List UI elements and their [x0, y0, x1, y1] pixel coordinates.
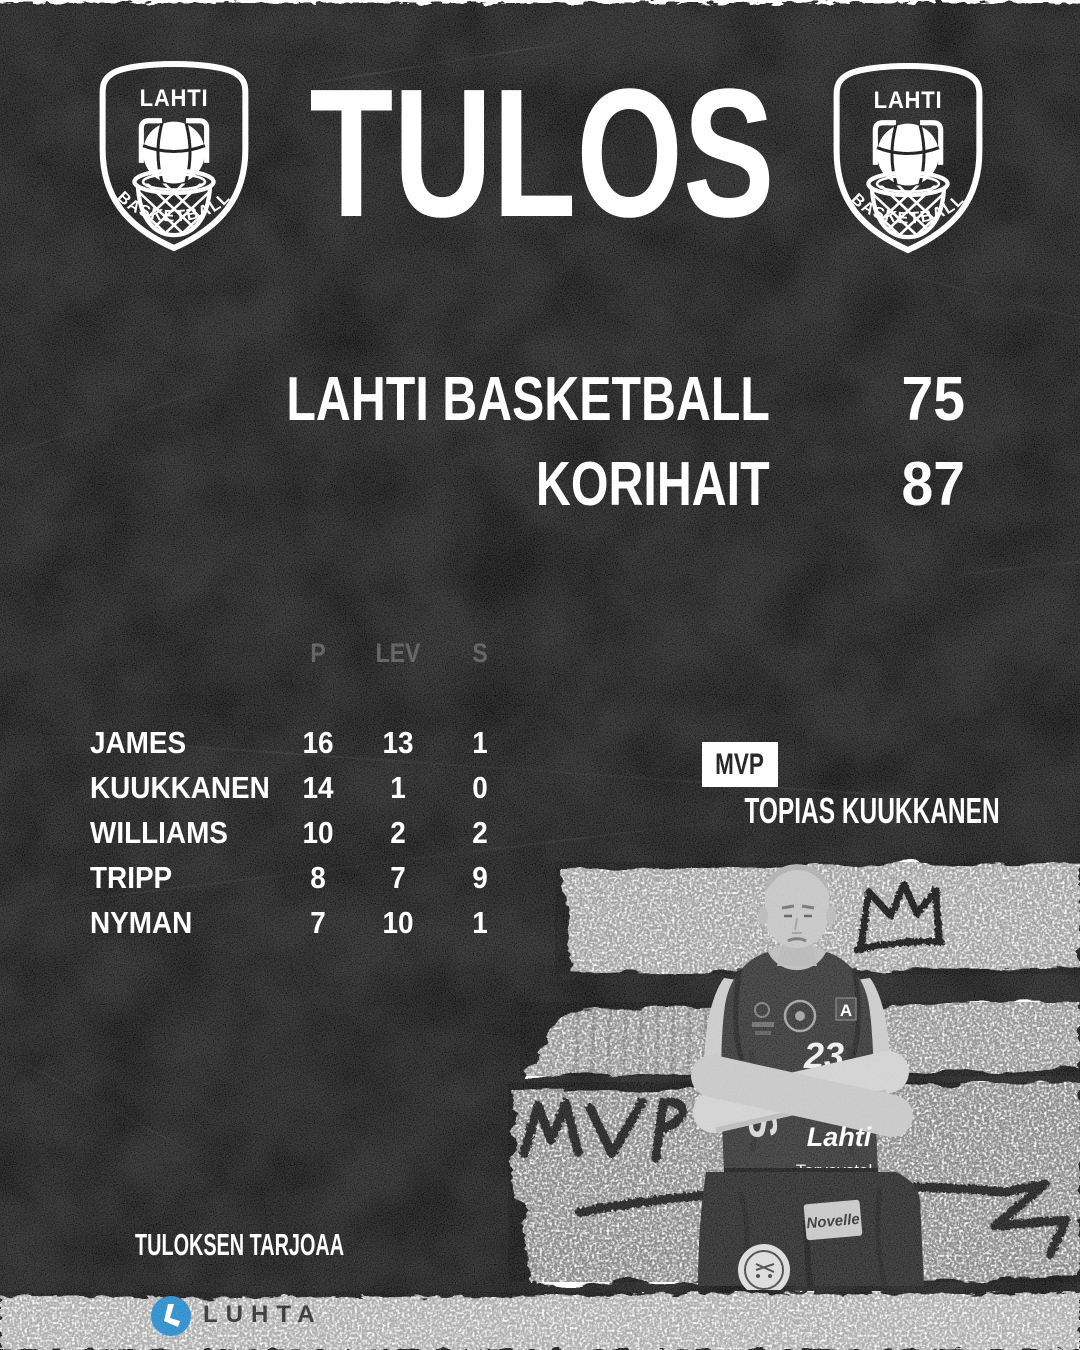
stat-lev: 2	[390, 815, 406, 850]
player-name: KUUKKANEN	[90, 770, 270, 805]
score-team-away: KORIHAIT	[536, 450, 770, 519]
stats-header-assists: S	[472, 638, 488, 668]
club-logo-left	[88, 56, 260, 256]
player-name: NYMAN	[90, 905, 193, 940]
stat-s: 1	[472, 725, 488, 760]
mvp-badge-label: MVP	[715, 747, 765, 781]
luhta-circle-icon	[151, 1296, 191, 1336]
stat-lev: 1	[390, 770, 406, 805]
player-name: JAMES	[90, 725, 187, 760]
stats-header-points: P	[310, 638, 326, 668]
stat-p: 14	[302, 770, 334, 805]
score-value-away: 87	[901, 450, 965, 519]
stat-p: 10	[302, 815, 334, 850]
torn-top-edge	[0, 0, 1080, 3]
scratch-line	[2, 1051, 208, 1161]
stat-p: 8	[310, 860, 326, 895]
score-team-home: LAHTI BASKETBALL	[286, 365, 770, 434]
provider-label: TULOKSEN TARJOAA	[135, 1227, 345, 1262]
mvp-player-name: TOPIAS KUUKKANEN	[744, 790, 1000, 831]
mvp-badge: MVP	[702, 742, 778, 787]
jersey-captain-mark: A	[840, 1001, 852, 1020]
scratch-line	[950, 555, 1080, 577]
stat-s: 2	[472, 815, 488, 850]
stat-s: 9	[472, 860, 488, 895]
stat-s: 0	[472, 770, 488, 805]
scratch-line	[893, 270, 1080, 332]
score-value-home: 75	[901, 365, 965, 434]
stats-header-rebounds: LEV	[375, 638, 421, 668]
stat-p: 16	[302, 725, 334, 760]
stat-s: 1	[472, 905, 488, 940]
jersey-sponsor-patch: Novelle	[803, 1199, 863, 1241]
stat-lev: 7	[390, 860, 406, 895]
stat-lev: 10	[382, 905, 414, 940]
club-logo-right	[822, 58, 994, 258]
player-name: WILLIAMS	[90, 815, 228, 850]
player-name: TRIPP	[90, 860, 173, 895]
jersey-sponsor-main: Lahti	[807, 1122, 872, 1152]
stat-lev: 13	[382, 725, 414, 760]
stat-p: 7	[310, 905, 326, 940]
sponsor-wordmark: LUHTA	[203, 1301, 323, 1328]
scratch-line	[0, 379, 234, 463]
page-title: TULOS	[309, 50, 775, 255]
mvp-artwork: MVP	[508, 862, 1080, 1290]
